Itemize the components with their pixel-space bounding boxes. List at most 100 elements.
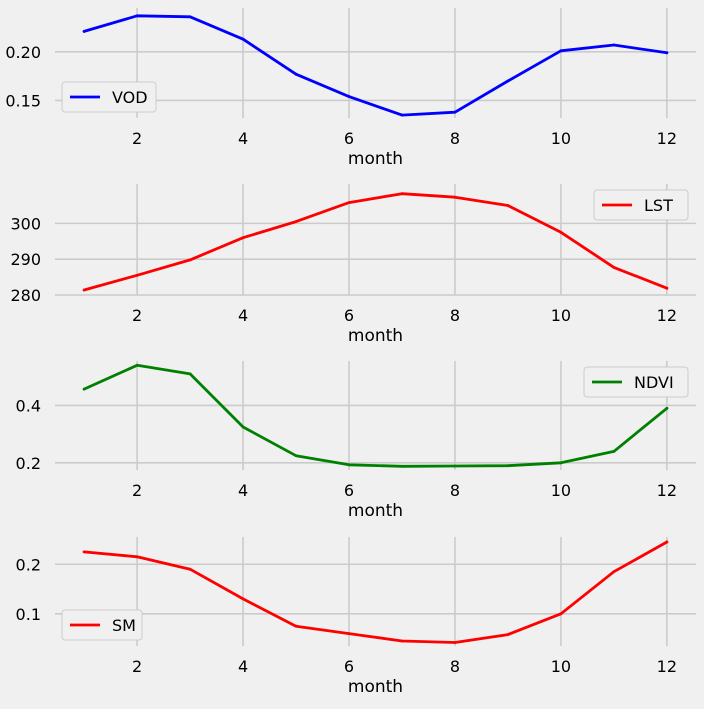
series-line-vod [82, 14, 669, 117]
data-point [665, 286, 669, 290]
x-tick-label: 6 [344, 657, 354, 676]
data-point [241, 597, 245, 601]
x-axis-label: month [348, 501, 403, 521]
data-point [188, 567, 192, 571]
x-tick-label: 2 [132, 129, 142, 148]
x-tick-label: 8 [450, 306, 460, 325]
x-tick-label: 10 [551, 306, 571, 325]
data-point [506, 79, 510, 83]
x-axis-label: month [348, 326, 403, 346]
subplot-3: 2 4 6 8 10 12 0.2 0.4 month NDVI [16, 361, 696, 521]
data-point [241, 236, 245, 240]
data-point [294, 72, 298, 76]
legend: NDVI [583, 366, 689, 398]
x-axis-label: month [348, 149, 403, 169]
data-point [82, 550, 86, 554]
x-tick-label: 2 [132, 481, 142, 500]
data-point [506, 464, 510, 468]
y-tick-label: 0.2 [16, 454, 41, 473]
data-point [400, 113, 404, 117]
x-tick-label: 8 [450, 481, 460, 500]
legend-box [61, 81, 157, 113]
x-tick-label: 10 [551, 481, 571, 500]
x-tick-label: 4 [238, 657, 248, 676]
legend: LST [593, 189, 689, 221]
x-tick-label: 10 [551, 657, 571, 676]
data-point [188, 15, 192, 19]
y-tick-label: 0.15 [5, 91, 41, 110]
data-point [347, 95, 351, 98]
series-line-lst [82, 192, 669, 292]
data-point [294, 454, 298, 458]
data-point [135, 273, 139, 277]
x-tick-label: 8 [450, 129, 460, 148]
data-point [241, 425, 245, 429]
data-point [188, 258, 192, 262]
data-point [612, 266, 616, 269]
x-tick-label: 4 [238, 129, 248, 148]
data-point [453, 464, 457, 468]
data-point [347, 632, 351, 636]
data-point [506, 633, 510, 637]
x-tick-label: 6 [344, 129, 354, 148]
x-tick-label: 12 [657, 306, 677, 325]
series-line-ndvi [82, 363, 669, 468]
legend-label: VOD [112, 88, 148, 107]
subplot-4: 2 4 6 8 10 12 0.1 0.2 month SM [16, 537, 696, 697]
plot-area [55, 184, 696, 295]
y-tick-label: 280 [10, 286, 41, 305]
x-tick-label: 10 [551, 129, 571, 148]
x-axis-label: month [348, 677, 403, 697]
data-point [665, 406, 669, 410]
data-point [400, 192, 404, 196]
x-tick-label: 4 [238, 306, 248, 325]
x-tick-label: 12 [657, 481, 677, 500]
data-point [82, 29, 86, 33]
data-point [294, 624, 298, 628]
series-line-sm [82, 540, 669, 644]
data-point [612, 570, 616, 574]
data-point [559, 612, 563, 616]
data-point [559, 49, 563, 53]
data-point [135, 363, 139, 367]
data-point [347, 463, 351, 467]
legend: SM [61, 609, 143, 641]
y-tick-label: 0.2 [16, 555, 41, 574]
data-point [294, 220, 298, 223]
legend-box [61, 609, 143, 641]
data-point [135, 555, 139, 559]
x-tick-label: 12 [657, 657, 677, 676]
data-point [665, 540, 669, 544]
legend-label: LST [644, 196, 673, 215]
y-tick-label: 300 [10, 214, 41, 233]
subplot-2: 2 4 6 8 10 12 280 290 300 month LST [10, 184, 696, 346]
data-point [400, 464, 404, 468]
y-tick-label: 0.20 [5, 43, 41, 62]
x-tick-label: 2 [132, 306, 142, 325]
x-tick-label: 4 [238, 481, 248, 500]
data-point [612, 449, 616, 453]
data-point [612, 43, 616, 47]
data-point [665, 51, 669, 55]
x-tick-label: 6 [344, 306, 354, 325]
data-point [453, 641, 457, 644]
x-tick-label: 12 [657, 129, 677, 148]
plot-area [55, 537, 696, 646]
data-point [559, 461, 563, 465]
x-tick-label: 6 [344, 481, 354, 500]
legend-box [583, 366, 689, 398]
x-tick-label: 2 [132, 657, 142, 676]
data-point [400, 639, 404, 643]
data-point [241, 37, 245, 41]
legend: VOD [61, 81, 157, 113]
y-tick-label: 290 [10, 250, 41, 269]
data-point [135, 14, 139, 18]
data-point [506, 204, 510, 207]
data-point [559, 230, 563, 234]
data-point [453, 110, 457, 114]
data-point [82, 288, 86, 292]
legend-label: SM [112, 616, 136, 635]
subplot-1: 2 4 6 8 10 12 0.15 0.20 month VOD [5, 8, 696, 169]
